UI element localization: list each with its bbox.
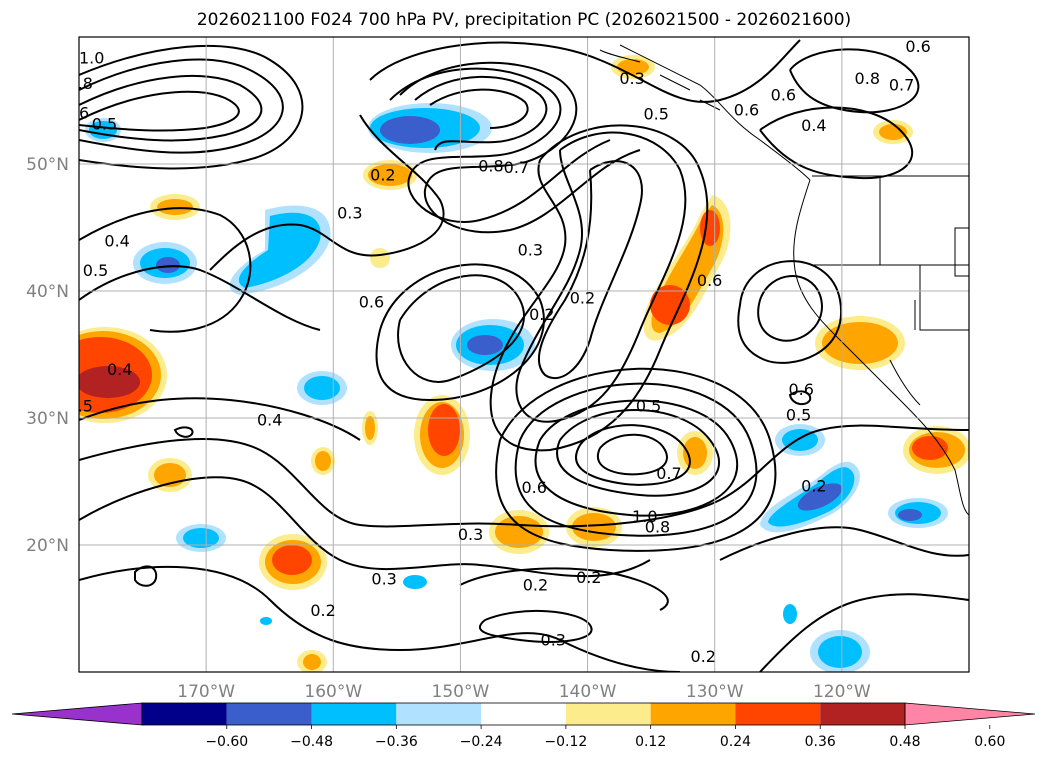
contour-label: 0.8 — [68, 74, 93, 93]
contour-label: 0.7 — [889, 75, 914, 94]
colorbar-bin — [820, 703, 905, 725]
gridlines — [79, 37, 969, 672]
contour-label: 0.2 — [570, 289, 595, 308]
contour-label: 0.2 — [576, 568, 601, 587]
x-tick-label: 130°W — [686, 682, 744, 702]
colorbar-label: −0.12 — [544, 734, 587, 750]
contour-label: 0.8 — [645, 517, 670, 536]
contour-label: 0.2 — [529, 305, 554, 324]
contour-label: 0.5 — [92, 115, 117, 134]
contour-label: 0.7 — [54, 88, 79, 107]
contour-label: 0.3 — [518, 240, 543, 259]
colorbar-bin — [396, 703, 482, 725]
contour-label: 0.3 — [52, 318, 77, 337]
contour-label: 0.4 — [104, 232, 129, 251]
x-tick-label: 160°W — [304, 682, 362, 702]
contour-label: 0.3 — [0, 500, 14, 519]
pv-contours — [79, 39, 969, 672]
colorbar-label: 0.48 — [889, 734, 920, 750]
x-tick-label: 120°W — [813, 682, 871, 702]
contour-label: 0.4 — [801, 116, 826, 135]
contour-label: 0.6 — [905, 37, 930, 56]
contour-label: 0.3 — [371, 569, 396, 588]
contour-label: 0.2 — [801, 477, 826, 496]
colorbar-bin — [311, 703, 397, 725]
x-tick-label: 170°W — [177, 682, 235, 702]
contour-label: 0.2 — [523, 576, 548, 595]
x-axis: 170°W 160°W 150°W 140°W 130°W 120°W — [177, 682, 871, 702]
colorbar-bin — [481, 703, 566, 725]
colorbar-extend-low — [11, 702, 143, 726]
x-tick-label: 140°W — [559, 682, 617, 702]
contour-label: 0.2 — [310, 601, 335, 620]
contour-label: 0.5 — [644, 105, 669, 124]
contour-label: 0.6 — [359, 293, 384, 312]
colorbar-label: −0.36 — [375, 734, 418, 750]
map-frame — [78, 36, 970, 673]
x-tick-label: 150°W — [432, 682, 490, 702]
colorbar-extend-high — [904, 702, 1036, 726]
contour-label: 0.5 — [83, 261, 108, 280]
contour-label: 1.0 — [632, 507, 657, 526]
colorbar: −0.60 −0.48 −0.36 −0.24 −0.12 0.12 0.24 0.36 0.4… — [11, 702, 1036, 750]
contour-label: 0.7 — [656, 464, 681, 483]
y-tick-label: 30°N — [26, 409, 69, 429]
contour-label: 0.3 — [619, 69, 644, 88]
coastlines — [599, 44, 969, 516]
contour-label: 0.5 — [68, 397, 93, 416]
y-tick-label: 50°N — [26, 155, 69, 175]
contour-label: 0.8 — [855, 69, 880, 88]
contour-labels: 1.00.80.70.60.50.20.30.40.50.60.30.40.50… — [0, 37, 931, 666]
contour-label: 0.3 — [337, 204, 362, 223]
y-axis: 20°N 30°N 40°N 50°N — [26, 155, 69, 556]
colorbar-bin — [565, 703, 651, 725]
colorbar-bin — [735, 703, 821, 725]
contour-label: 0.6 — [771, 86, 796, 105]
contour-label: 0.8 — [478, 157, 503, 176]
contour-label: 0.2 — [691, 647, 716, 666]
colorbar-label: 0.36 — [805, 734, 836, 750]
colorbar-label: −0.60 — [205, 734, 248, 750]
contour-label: 0.5 — [636, 397, 661, 416]
colorbar-bin — [650, 703, 736, 725]
contour-label: 0.3 — [458, 525, 483, 544]
colorbar-label: −0.24 — [460, 734, 503, 750]
colorbar-label: 0.24 — [720, 734, 751, 750]
contour-label: 0.6 — [734, 101, 759, 120]
contour-label: 1.0 — [79, 49, 104, 68]
chart-title: 2026021100 F024 700 hPa PV, precipitatio… — [197, 10, 851, 30]
y-tick-label: 40°N — [26, 282, 69, 302]
y-tick-label: 20°N — [26, 536, 69, 556]
colorbar-frame — [141, 702, 906, 726]
colorbar-label: 0.60 — [974, 734, 1005, 750]
colorbar-bin — [142, 703, 227, 725]
contour-label: 0.5 — [786, 406, 811, 425]
colorbar-label: −0.48 — [290, 734, 333, 750]
contour-label: 0.6 — [521, 478, 546, 497]
contour-label: 0.4 — [107, 360, 132, 379]
contour-label: 0.6 — [697, 271, 722, 290]
contour-label: 0.2 — [370, 166, 395, 185]
colorbar-label: 0.12 — [635, 734, 666, 750]
contour-label: 0.3 — [541, 630, 566, 649]
colorbar-bin — [226, 703, 312, 725]
contour-label: 0.6 — [64, 103, 89, 122]
contour-label: 0.4 — [257, 411, 282, 430]
contour-label: 0.6 — [788, 380, 813, 399]
contour-label: 0.7 — [504, 158, 529, 177]
precip-shading — [79, 55, 969, 672]
